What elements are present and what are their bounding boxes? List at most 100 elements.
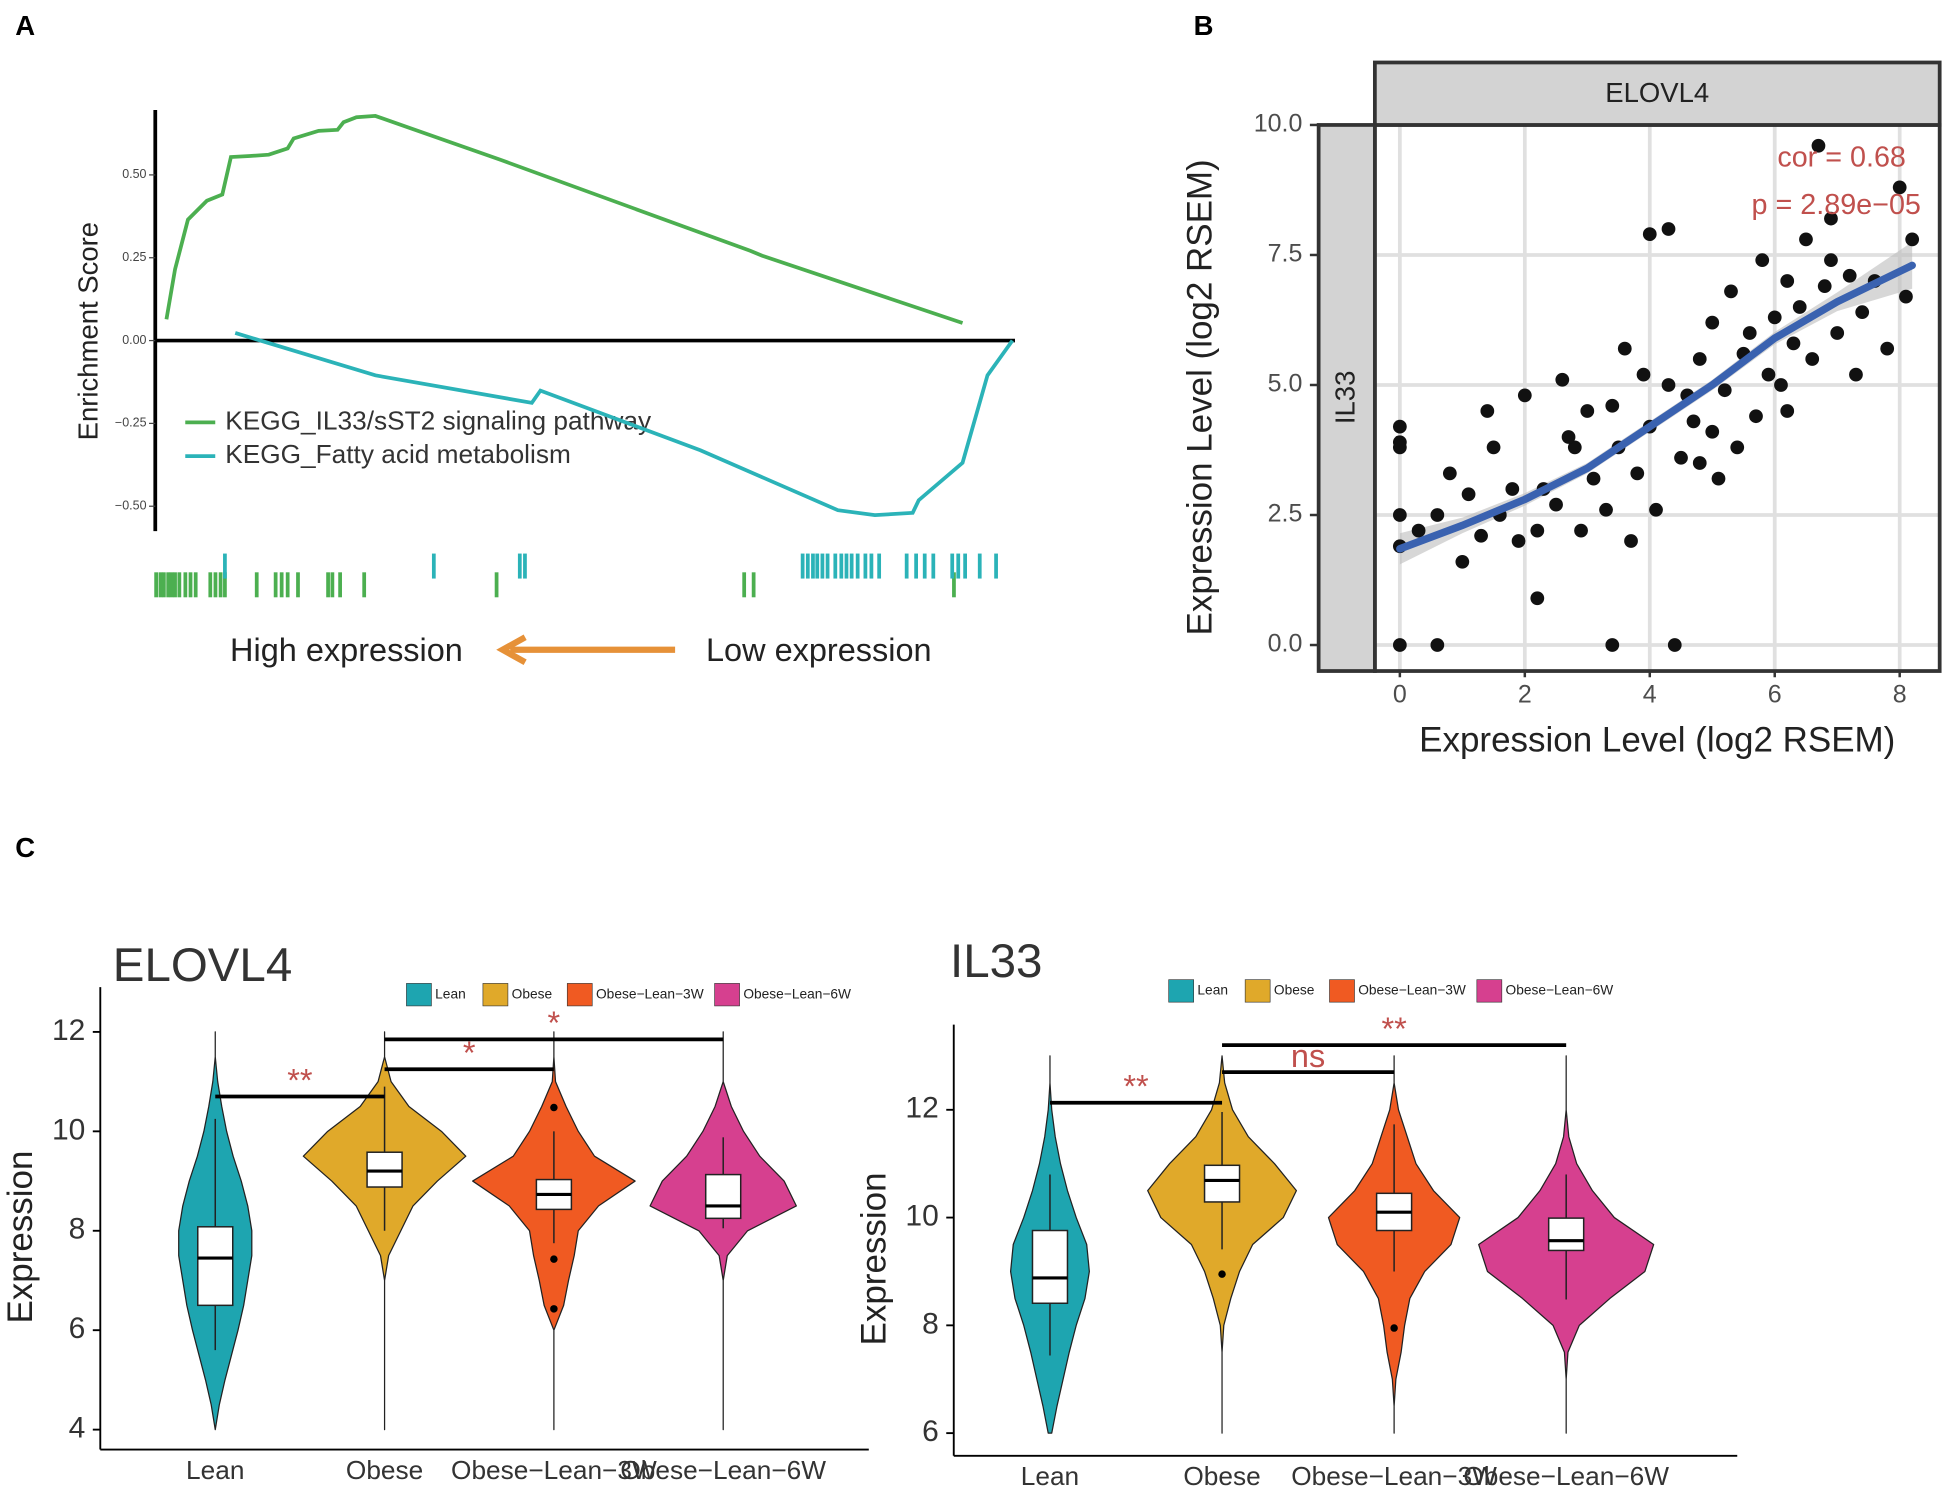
point — [1392, 440, 1407, 455]
point — [1486, 440, 1501, 455]
y-tick-label: 10 — [905, 1199, 938, 1232]
hit-mark — [161, 572, 166, 598]
x-tick-label: Lean — [186, 1455, 244, 1485]
hit-mark — [193, 572, 198, 598]
y-axis-label: Expression — [855, 1172, 894, 1345]
x-tick-label: 0 — [1393, 681, 1407, 709]
hit-mark — [223, 572, 227, 598]
annotation: Low expression — [706, 632, 932, 668]
x-tick-label: 8 — [1893, 681, 1907, 709]
point — [1636, 367, 1651, 382]
hit-mark — [863, 553, 868, 579]
legend-label: Lean — [1197, 983, 1228, 998]
hit-mark — [279, 572, 284, 598]
fit-line — [1396, 261, 1916, 553]
x-tick-label: Obese−Lean−3W — [1291, 1461, 1497, 1487]
enrichment-line — [234, 331, 1014, 518]
point — [1430, 638, 1445, 652]
point — [1805, 352, 1820, 366]
point — [1549, 497, 1563, 512]
x-tick-label: Lean — [1021, 1461, 1079, 1487]
y-tick-label: 10 — [52, 1113, 85, 1146]
hit-mark — [177, 572, 182, 598]
annotation: High expression — [230, 632, 463, 668]
hit-mark — [811, 553, 815, 579]
hit-mark — [213, 572, 218, 598]
legend-label: KEGG_IL33/sST2 signaling pathway — [225, 405, 652, 435]
point — [1799, 232, 1813, 247]
point — [1574, 523, 1588, 538]
point — [1742, 326, 1757, 340]
y-tick-label: 0.0 — [1268, 630, 1303, 658]
y-axis-label: Expression — [1, 1151, 40, 1324]
hit-mark — [173, 572, 177, 598]
violin — [649, 1031, 797, 1431]
point — [1430, 508, 1445, 522]
outlier — [550, 1255, 558, 1263]
hit-mark — [815, 553, 820, 579]
hit-mark — [977, 553, 982, 579]
point — [1605, 638, 1620, 652]
y-tick-label: −0.50 — [115, 499, 147, 513]
outlier — [550, 1305, 558, 1313]
point — [1824, 211, 1838, 226]
x-tick-label: 6 — [1768, 681, 1782, 709]
y-tick-label: −0.25 — [115, 416, 147, 430]
legend-label: Lean — [435, 986, 466, 1001]
y-tick-label: 12 — [52, 1014, 85, 1047]
point — [1580, 404, 1595, 418]
y-tick-label: 4 — [69, 1412, 86, 1445]
y-tick-label: 5.0 — [1268, 370, 1303, 398]
hit-mark — [922, 553, 927, 579]
point — [1842, 268, 1857, 283]
x-tick-label: 2 — [1518, 681, 1532, 709]
point — [1817, 279, 1832, 294]
hit-mark — [296, 572, 300, 598]
point — [1792, 300, 1807, 314]
hit-mark — [326, 572, 330, 598]
x-axis-label: Expression Level (log2 RSEM) — [1419, 720, 1895, 759]
hit-mark — [188, 572, 193, 598]
legend-swatch — [1476, 979, 1503, 1003]
point — [1599, 502, 1613, 517]
y-tick-label: 6 — [69, 1312, 86, 1345]
point — [1649, 502, 1663, 517]
x-tick-label: Obese−Lean−6W — [1463, 1461, 1669, 1487]
hit-mark — [154, 572, 159, 598]
point — [1905, 232, 1920, 247]
point — [1824, 253, 1838, 268]
point — [1674, 450, 1688, 465]
hit-mark — [950, 553, 955, 579]
legend-label: KEGG_Fatty acid metabolism — [225, 439, 571, 469]
facet-strip — [1316, 123, 1377, 673]
legend-swatch — [406, 983, 432, 1007]
hit-mark — [931, 553, 936, 579]
point — [1530, 523, 1545, 538]
annotation: p = 2.89e−05 — [1752, 189, 1921, 221]
point — [1474, 528, 1488, 543]
hit-mark — [431, 553, 436, 579]
point — [1724, 284, 1738, 299]
y-tick-label: 0.25 — [122, 250, 146, 264]
x-tick-label: Obese−Lean−3W — [451, 1455, 657, 1485]
hit-mark — [338, 572, 342, 598]
point — [1567, 440, 1582, 455]
hit-mark — [158, 572, 163, 598]
point — [1899, 289, 1913, 304]
point — [1780, 404, 1795, 418]
hit-mark — [825, 553, 830, 579]
point — [1855, 305, 1870, 320]
point — [1717, 383, 1732, 398]
y-tick-label: 6 — [922, 1415, 939, 1448]
box — [1203, 1164, 1241, 1203]
plot-area — [1374, 124, 1940, 672]
point — [1630, 466, 1645, 481]
significance-label: ** — [1123, 1069, 1149, 1105]
hit-mark — [273, 572, 278, 598]
point — [1605, 398, 1620, 413]
legend-label: Obese−Lean−3W — [1358, 983, 1466, 998]
hit-mark — [223, 553, 227, 579]
y-tick-label: 0.50 — [122, 167, 146, 181]
chart-title: IL33 — [950, 935, 1042, 988]
